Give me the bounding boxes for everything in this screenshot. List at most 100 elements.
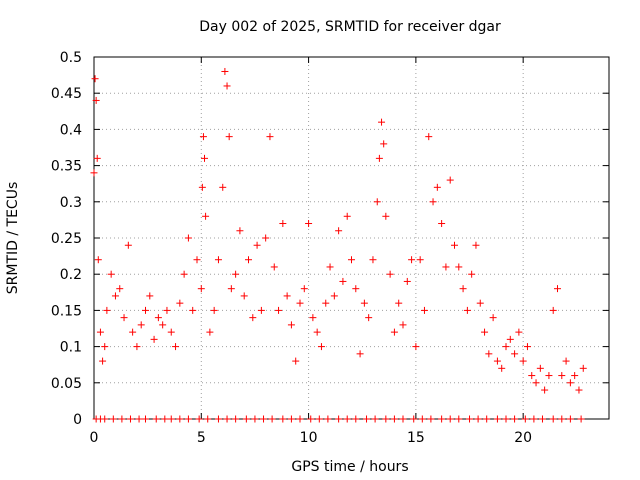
data-point	[101, 343, 109, 351]
data-point	[579, 364, 587, 372]
zero-data-point	[371, 415, 379, 423]
x-tick-label: 20	[514, 430, 532, 446]
data-point	[438, 220, 446, 228]
grid-lines	[93, 56, 609, 420]
data-point	[528, 372, 536, 380]
data-point	[219, 183, 227, 191]
data-point	[133, 343, 141, 351]
zero-data-point	[279, 415, 287, 423]
zero-data-point	[109, 415, 117, 423]
data-point	[369, 256, 377, 264]
data-point	[270, 263, 278, 271]
zero-data-point	[101, 415, 109, 423]
zero-data-point	[260, 415, 268, 423]
data-points	[90, 67, 587, 423]
data-point	[223, 82, 231, 90]
data-point	[163, 306, 171, 314]
zero-data-point	[538, 415, 546, 423]
data-point	[202, 212, 210, 220]
x-tick-label: 0	[90, 430, 99, 446]
data-point	[375, 154, 383, 162]
data-point	[150, 335, 158, 343]
zero-data-point	[352, 415, 360, 423]
data-point	[167, 328, 175, 336]
data-point	[506, 335, 514, 343]
zero-data-point	[466, 415, 474, 423]
data-point	[93, 154, 101, 162]
data-point	[352, 285, 360, 293]
zero-data-point	[530, 415, 538, 423]
data-point	[129, 328, 137, 336]
data-point	[193, 256, 201, 264]
data-point	[197, 285, 205, 293]
data-point	[343, 212, 351, 220]
data-point	[562, 357, 570, 365]
data-point	[502, 343, 510, 351]
zero-data-point	[335, 415, 343, 423]
data-point	[566, 379, 574, 387]
zero-data-point	[418, 415, 426, 423]
data-point	[425, 133, 433, 141]
data-point	[210, 306, 218, 314]
data-point	[442, 263, 450, 271]
data-point	[519, 357, 527, 365]
data-point	[365, 314, 373, 322]
zero-data-point	[483, 415, 491, 423]
zero-data-point	[195, 415, 203, 423]
data-point	[225, 133, 233, 141]
data-point	[279, 220, 287, 228]
data-point	[262, 234, 270, 242]
data-point	[378, 118, 386, 126]
data-point	[96, 328, 104, 336]
data-point	[201, 154, 209, 162]
chart-title: Day 002 of 2025, SRMTID for receiver dga…	[199, 19, 501, 35]
data-point	[116, 285, 124, 293]
y-tick-label: 0.35	[51, 159, 82, 175]
y-tick-label: 0.5	[60, 50, 82, 66]
data-point	[296, 299, 304, 307]
zero-data-point	[161, 415, 169, 423]
zero-data-point	[204, 415, 212, 423]
y-tick-label: 0.3	[60, 195, 82, 211]
data-point	[558, 372, 566, 380]
data-point	[541, 386, 549, 394]
data-point	[137, 321, 145, 329]
zero-data-point	[521, 415, 529, 423]
data-point	[275, 306, 283, 314]
data-point	[198, 183, 206, 191]
zero-data-point	[118, 415, 126, 423]
data-point	[240, 292, 248, 300]
y-axis-label: SRMTID / TECUs	[5, 182, 21, 295]
zero-data-point	[382, 415, 390, 423]
data-point	[91, 75, 99, 83]
data-point	[532, 379, 540, 387]
data-point	[433, 183, 441, 191]
data-point	[451, 241, 458, 249]
zero-data-point	[315, 415, 323, 423]
zero-data-point	[176, 415, 184, 423]
data-point	[463, 306, 471, 314]
data-point	[356, 350, 364, 358]
data-point	[446, 176, 454, 184]
data-point	[317, 343, 325, 351]
zero-data-point	[126, 415, 134, 423]
zero-data-point	[566, 415, 574, 423]
data-point	[92, 96, 100, 104]
zero-data-point	[167, 415, 175, 423]
data-point	[472, 241, 480, 249]
data-point	[111, 292, 119, 300]
data-point	[386, 270, 394, 278]
data-point	[485, 350, 493, 358]
data-point	[575, 386, 583, 394]
data-point	[399, 321, 407, 329]
data-point	[549, 306, 557, 314]
data-point	[120, 314, 128, 322]
data-point	[429, 198, 437, 206]
zero-data-point	[268, 415, 276, 423]
data-point	[380, 140, 388, 148]
data-point	[489, 314, 497, 322]
data-point	[339, 277, 347, 285]
data-point	[154, 314, 162, 322]
zero-data-point	[223, 415, 231, 423]
zero-data-point	[251, 415, 259, 423]
